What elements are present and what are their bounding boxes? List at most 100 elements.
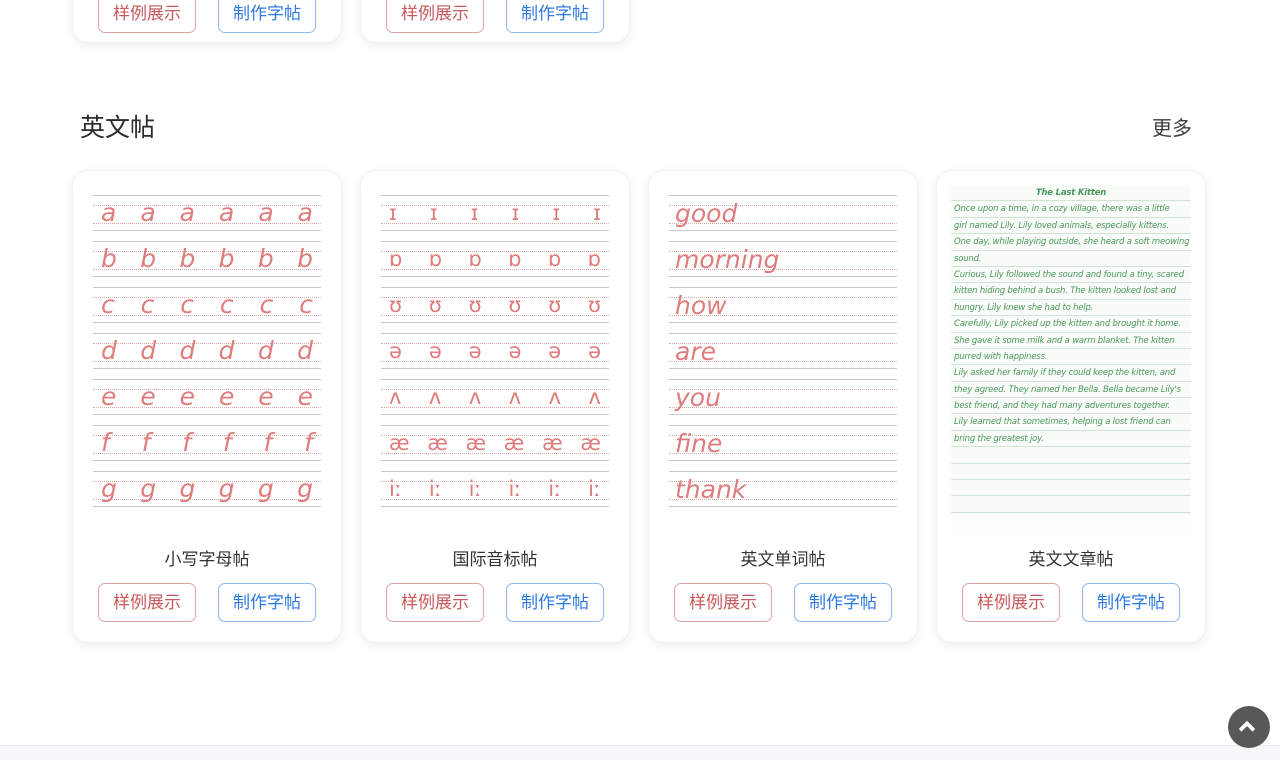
card-english-words: good morning how are you fine thank 英文单词帖 样例展示… xyxy=(648,170,918,643)
guide-line xyxy=(381,195,609,196)
guide-line xyxy=(93,195,321,196)
guide-line xyxy=(669,287,897,288)
guide-line xyxy=(93,361,321,362)
practice-word-line: you xyxy=(669,379,897,415)
guide-line xyxy=(381,414,609,415)
article-line: purred with happiness. xyxy=(951,348,1191,366)
guide-line xyxy=(93,287,321,288)
practice-glyph: ʊ xyxy=(508,293,522,317)
make-copybook-button[interactable]: 制作字帖 xyxy=(1082,583,1180,622)
make-copybook-button[interactable]: 制作字帖 xyxy=(794,583,892,622)
practice-glyph: g xyxy=(140,474,157,503)
practice-glyph: a xyxy=(179,198,195,227)
practice-glyph: ʊ xyxy=(587,293,601,317)
practice-glyph: c xyxy=(219,290,234,319)
guide-line xyxy=(669,276,897,277)
make-copybook-button[interactable]: 制作字帖 xyxy=(506,583,604,622)
guide-line xyxy=(381,389,609,390)
sample-button[interactable]: 样例展示 xyxy=(386,0,484,33)
practice-word: you xyxy=(675,382,721,412)
guide-line xyxy=(381,343,609,344)
make-copybook-button[interactable]: 制作字帖 xyxy=(218,583,316,622)
practice-glyph: c xyxy=(140,290,155,319)
sample-button[interactable]: 样例展示 xyxy=(98,0,196,33)
more-link[interactable]: 更多 xyxy=(1152,117,1192,140)
guide-line xyxy=(93,435,321,436)
sample-button[interactable]: 样例展示 xyxy=(962,583,1060,622)
guide-line xyxy=(93,414,321,415)
partial-card: 样例展示 制作字帖 xyxy=(72,0,342,43)
sample-button[interactable]: 样例展示 xyxy=(386,583,484,622)
guide-line xyxy=(93,276,321,277)
guide-line xyxy=(669,435,897,436)
practice-glyph: æ xyxy=(542,431,563,455)
practice-glyph: ɒ xyxy=(508,247,522,271)
guide-line xyxy=(669,241,897,242)
guide-line xyxy=(381,230,609,231)
article-line: Lily asked her family if they could keep… xyxy=(951,365,1191,382)
guide-line xyxy=(381,425,609,426)
practice-ruling-row: fine xyxy=(669,425,897,461)
guide-line xyxy=(93,471,321,472)
guide-line xyxy=(381,379,609,380)
guide-line xyxy=(93,241,321,242)
guide-line xyxy=(381,460,609,461)
practice-glyph: a xyxy=(218,198,235,227)
practice-letters: iː iː iː iː iː iː xyxy=(381,471,609,507)
practice-glyph: ʊ xyxy=(548,293,562,317)
article-line: Lily learned that sometimes, helping a l… xyxy=(951,414,1191,431)
card-title: 国际音标帖 xyxy=(452,550,538,569)
practice-glyph: ɪ xyxy=(593,201,601,225)
make-copybook-button[interactable]: 制作字帖 xyxy=(506,0,604,33)
practice-glyph: c xyxy=(259,290,274,319)
guide-line xyxy=(93,425,321,426)
practice-glyph: b xyxy=(140,244,157,273)
guide-line xyxy=(669,407,897,408)
practice-glyph: ɪ xyxy=(511,201,520,225)
card-title: 小写字母帖 xyxy=(164,550,250,569)
scroll-to-top-button[interactable] xyxy=(1228,706,1270,748)
practice-glyph: b xyxy=(179,244,196,273)
guide-line xyxy=(93,368,321,369)
guide-line xyxy=(669,297,897,298)
practice-glyph: b xyxy=(218,244,235,273)
practice-glyph: f xyxy=(101,428,110,457)
practice-glyph: f xyxy=(263,428,273,457)
practice-glyph: æ xyxy=(580,431,601,455)
practice-glyph: ɒ xyxy=(547,247,562,271)
practice-word-line: good xyxy=(669,195,897,231)
practice-glyph: ɒ xyxy=(468,247,482,271)
guide-line xyxy=(93,230,321,231)
practice-glyph: e xyxy=(258,382,274,411)
guide-line xyxy=(381,205,609,206)
guide-line xyxy=(381,453,609,454)
guide-line xyxy=(669,499,897,500)
sample-button[interactable]: 样例展示 xyxy=(98,583,196,622)
sample-button[interactable]: 样例展示 xyxy=(674,583,772,622)
practice-glyph: g xyxy=(179,474,196,503)
practice-glyph: e xyxy=(140,382,156,411)
guide-line xyxy=(381,361,609,362)
guide-line xyxy=(669,368,897,369)
guide-line xyxy=(381,241,609,242)
practice-glyph: æ xyxy=(465,431,487,455)
guide-line xyxy=(93,453,321,454)
practice-word-line: morning xyxy=(669,241,897,277)
guide-line xyxy=(381,297,609,298)
make-copybook-button[interactable]: 制作字帖 xyxy=(218,0,316,33)
guide-line xyxy=(669,460,897,461)
article-line: She gave it some milk and a warm blanket… xyxy=(951,332,1191,349)
